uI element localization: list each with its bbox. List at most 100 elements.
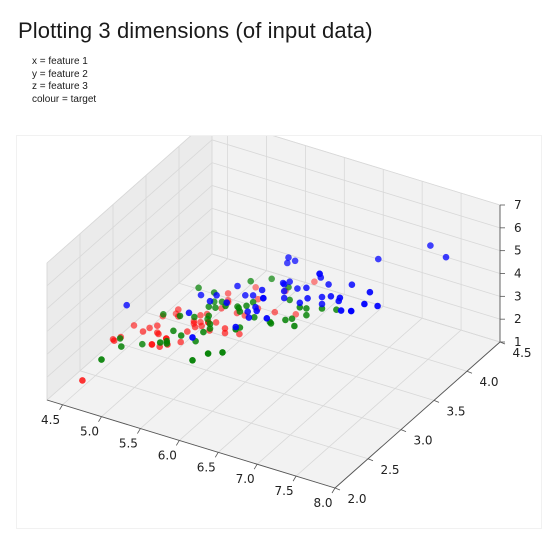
data-point — [243, 302, 250, 310]
data-point — [375, 255, 382, 263]
data-point — [223, 299, 230, 306]
data-point — [303, 305, 310, 312]
data-point — [286, 278, 294, 285]
y-tick-label: 4.5 — [512, 346, 531, 360]
z-tick-label: 1 — [514, 335, 522, 349]
data-point — [247, 277, 254, 285]
data-point — [258, 286, 266, 294]
z-axis-ticks: 1 2 3 4 5 6 7 — [500, 198, 522, 349]
data-point — [291, 257, 299, 265]
data-point — [191, 313, 198, 321]
plot-area: 4.5 5.0 5.5 6.0 6.5 7.0 7.5 8.0 2.0 2.5 3.0 3.5 4.0… — [17, 116, 541, 528]
data-point — [191, 323, 199, 331]
grid-line-z — [46, 139, 501, 287]
data-points — [79, 242, 450, 384]
data-point — [139, 340, 146, 348]
x-tick-mark — [331, 487, 336, 494]
data-point — [156, 339, 164, 346]
data-point — [185, 309, 193, 317]
x-tick-label: 8.0 — [313, 496, 332, 510]
data-point — [189, 334, 196, 341]
data-point — [294, 285, 301, 292]
z-tick-label: 6 — [514, 221, 522, 235]
data-point — [361, 300, 368, 308]
data-point — [123, 301, 130, 309]
x-tick-label: 6.0 — [158, 448, 177, 462]
note-y: y = feature 2 — [32, 68, 88, 80]
y-tick-mark — [400, 429, 407, 432]
data-point — [249, 292, 257, 299]
data-point — [280, 294, 288, 302]
data-point — [282, 316, 289, 324]
y-tick-label: 2.5 — [380, 463, 399, 477]
x-tick-mark — [253, 464, 258, 470]
data-point — [213, 292, 220, 299]
data-point — [244, 308, 251, 315]
data-point — [236, 308, 244, 315]
data-point — [291, 322, 298, 330]
grid-line-z — [46, 253, 501, 401]
data-point — [271, 308, 279, 316]
data-point — [160, 311, 167, 318]
data-point — [285, 254, 292, 261]
x-tick-label: 7.0 — [236, 472, 255, 486]
data-point — [254, 295, 262, 303]
data-point — [212, 319, 220, 326]
data-point — [234, 282, 241, 290]
x-tick-mark — [59, 404, 63, 410]
x-tick-mark — [292, 475, 297, 482]
x-axis-ticks: 4.5 5.0 5.5 6.0 6.5 7.0 7.5 8.0 — [41, 404, 336, 510]
grid-line-z — [46, 207, 501, 355]
data-point — [79, 377, 86, 384]
note-x: x = feature 1 — [32, 56, 88, 67]
grid-line-z — [46, 185, 501, 332]
z-tick-label: 4 — [514, 267, 522, 281]
data-point — [336, 294, 344, 302]
data-point — [347, 307, 355, 315]
data-point — [195, 284, 202, 292]
data-point — [253, 307, 260, 315]
data-point — [221, 325, 229, 332]
data-point — [155, 330, 162, 338]
data-point — [374, 302, 381, 310]
data-point — [110, 337, 118, 344]
y-tick-label: 3.5 — [446, 404, 465, 418]
data-point — [130, 322, 138, 329]
data-point — [366, 288, 374, 296]
data-point — [427, 242, 434, 249]
data-point — [317, 274, 325, 281]
y-axis-line — [334, 341, 501, 489]
data-point — [263, 315, 271, 322]
data-point — [286, 296, 294, 304]
y-tick-mark — [367, 458, 374, 462]
data-point — [337, 307, 345, 314]
data-point — [148, 341, 156, 348]
data-point — [251, 314, 258, 321]
data-point — [325, 281, 332, 288]
z-tick-label: 3 — [514, 289, 522, 303]
data-point — [212, 304, 219, 311]
data-point — [280, 281, 288, 288]
data-point — [242, 292, 249, 299]
data-point — [204, 350, 212, 357]
data-point — [260, 294, 267, 302]
data-point — [221, 329, 229, 337]
y-tick-label: 4.0 — [479, 375, 498, 389]
data-point — [292, 311, 300, 318]
x-tick-mark — [98, 416, 102, 422]
data-point — [205, 303, 213, 310]
data-point — [224, 290, 232, 297]
chart-title: Plotting 3 dimensions (of input data) — [18, 18, 373, 43]
data-point — [236, 330, 243, 338]
data-point — [280, 287, 288, 295]
x-tick-mark — [137, 428, 141, 434]
data-point — [303, 311, 310, 319]
data-point — [184, 328, 191, 335]
x-tick-label: 5.5 — [119, 437, 138, 451]
y-tick-label: 2.0 — [347, 492, 366, 506]
data-point — [189, 357, 196, 364]
data-point — [154, 322, 161, 329]
data-point — [327, 293, 335, 300]
data-point — [442, 253, 450, 261]
axis-notes: x = feature 1 y = feature 2 z = feature … — [32, 56, 96, 106]
